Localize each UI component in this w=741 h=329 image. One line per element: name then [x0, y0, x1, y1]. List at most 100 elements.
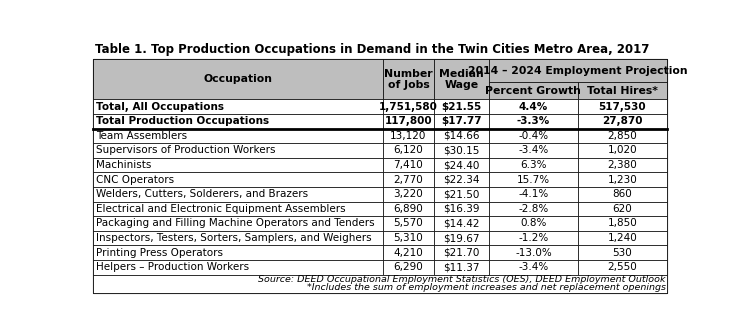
Text: Inspectors, Testers, Sorters, Samplers, and Weighers: Inspectors, Testers, Sorters, Samplers, …: [96, 233, 372, 243]
Text: Total Production Occupations: Total Production Occupations: [96, 116, 269, 126]
Text: $21.70: $21.70: [443, 248, 479, 258]
Text: 7,410: 7,410: [393, 160, 423, 170]
Bar: [578, 99, 667, 114]
Bar: [434, 158, 489, 172]
Bar: [578, 172, 667, 187]
Bar: [93, 172, 382, 187]
Bar: [382, 60, 434, 99]
Bar: [434, 245, 489, 260]
Text: Median
Wage: Median Wage: [439, 68, 484, 90]
Bar: [489, 172, 578, 187]
Text: 620: 620: [613, 204, 632, 214]
Text: 4.4%: 4.4%: [519, 102, 548, 112]
Bar: [93, 114, 382, 129]
Bar: [434, 216, 489, 231]
Text: $21.55: $21.55: [442, 102, 482, 112]
Text: $30.15: $30.15: [443, 145, 479, 155]
Bar: [434, 143, 489, 158]
Bar: [489, 245, 578, 260]
Text: $14.66: $14.66: [443, 131, 480, 141]
Bar: [93, 99, 382, 114]
Bar: [489, 158, 578, 172]
Text: 15.7%: 15.7%: [516, 175, 550, 185]
Text: *Includes the sum of employment increases and net replacement openings: *Includes the sum of employment increase…: [307, 283, 665, 292]
Text: 530: 530: [613, 248, 632, 258]
Bar: [489, 82, 578, 99]
Text: 6,120: 6,120: [393, 145, 423, 155]
Text: 860: 860: [613, 189, 632, 199]
Text: $17.77: $17.77: [442, 116, 482, 126]
Text: CNC Operators: CNC Operators: [96, 175, 174, 185]
Text: -13.0%: -13.0%: [515, 248, 552, 258]
Bar: [93, 216, 382, 231]
Text: 1,230: 1,230: [608, 175, 637, 185]
Text: Table 1. Top Production Occupations in Demand in the Twin Cities Metro Area, 201: Table 1. Top Production Occupations in D…: [96, 43, 650, 56]
Text: Printing Press Operators: Printing Press Operators: [96, 248, 223, 258]
Text: 13,120: 13,120: [391, 131, 427, 141]
Text: 5,310: 5,310: [393, 233, 423, 243]
Bar: [489, 60, 667, 82]
Bar: [93, 275, 667, 293]
Bar: [382, 99, 434, 114]
Text: 0.8%: 0.8%: [520, 218, 547, 228]
Bar: [489, 187, 578, 202]
Bar: [489, 99, 578, 114]
Text: Helpers – Production Workers: Helpers – Production Workers: [96, 262, 249, 272]
Bar: [578, 187, 667, 202]
Bar: [578, 245, 667, 260]
Bar: [434, 231, 489, 245]
Text: Occupation: Occupation: [203, 74, 272, 85]
Text: 117,800: 117,800: [385, 116, 432, 126]
Text: 5,570: 5,570: [393, 218, 423, 228]
Text: 6,890: 6,890: [393, 204, 423, 214]
Bar: [93, 129, 382, 143]
Bar: [434, 202, 489, 216]
Bar: [382, 158, 434, 172]
Text: Number
of Jobs: Number of Jobs: [384, 68, 433, 90]
Text: 27,870: 27,870: [602, 116, 642, 126]
Bar: [489, 202, 578, 216]
Bar: [489, 143, 578, 158]
Bar: [578, 216, 667, 231]
Bar: [93, 245, 382, 260]
Text: Percent Growth: Percent Growth: [485, 86, 582, 96]
Text: -3.4%: -3.4%: [518, 145, 548, 155]
Bar: [382, 114, 434, 129]
Text: 517,530: 517,530: [599, 102, 646, 112]
Text: Welders, Cutters, Solderers, and Brazers: Welders, Cutters, Solderers, and Brazers: [96, 189, 308, 199]
Text: 2014 – 2024 Employment Projection: 2014 – 2024 Employment Projection: [468, 65, 688, 76]
Bar: [489, 114, 578, 129]
Bar: [382, 245, 434, 260]
Bar: [578, 82, 667, 99]
Text: Source: DEED Occupational Employment Statistics (OES), DEED Employment Outlook: Source: DEED Occupational Employment Sta…: [259, 275, 665, 284]
Text: Electrical and Electronic Equipment Assemblers: Electrical and Electronic Equipment Asse…: [96, 204, 346, 214]
Text: Total Hires*: Total Hires*: [587, 86, 658, 96]
Bar: [489, 129, 578, 143]
Bar: [578, 114, 667, 129]
Text: 2,850: 2,850: [608, 131, 637, 141]
Bar: [578, 202, 667, 216]
Text: Total, All Occupations: Total, All Occupations: [96, 102, 224, 112]
Bar: [93, 202, 382, 216]
Bar: [382, 172, 434, 187]
Text: -4.1%: -4.1%: [518, 189, 548, 199]
Bar: [578, 129, 667, 143]
Text: -2.8%: -2.8%: [518, 204, 548, 214]
Text: $24.40: $24.40: [443, 160, 479, 170]
Bar: [93, 158, 382, 172]
Text: Supervisors of Production Workers: Supervisors of Production Workers: [96, 145, 276, 155]
Bar: [382, 143, 434, 158]
Bar: [93, 260, 382, 275]
Bar: [578, 143, 667, 158]
Text: $19.67: $19.67: [443, 233, 480, 243]
Bar: [434, 114, 489, 129]
Text: $16.39: $16.39: [443, 204, 480, 214]
Bar: [382, 216, 434, 231]
Text: -0.4%: -0.4%: [518, 131, 548, 141]
Bar: [434, 60, 489, 99]
Bar: [578, 231, 667, 245]
Text: 2,550: 2,550: [608, 262, 637, 272]
Text: 4,210: 4,210: [393, 248, 423, 258]
Bar: [382, 129, 434, 143]
Text: 6,290: 6,290: [393, 262, 423, 272]
